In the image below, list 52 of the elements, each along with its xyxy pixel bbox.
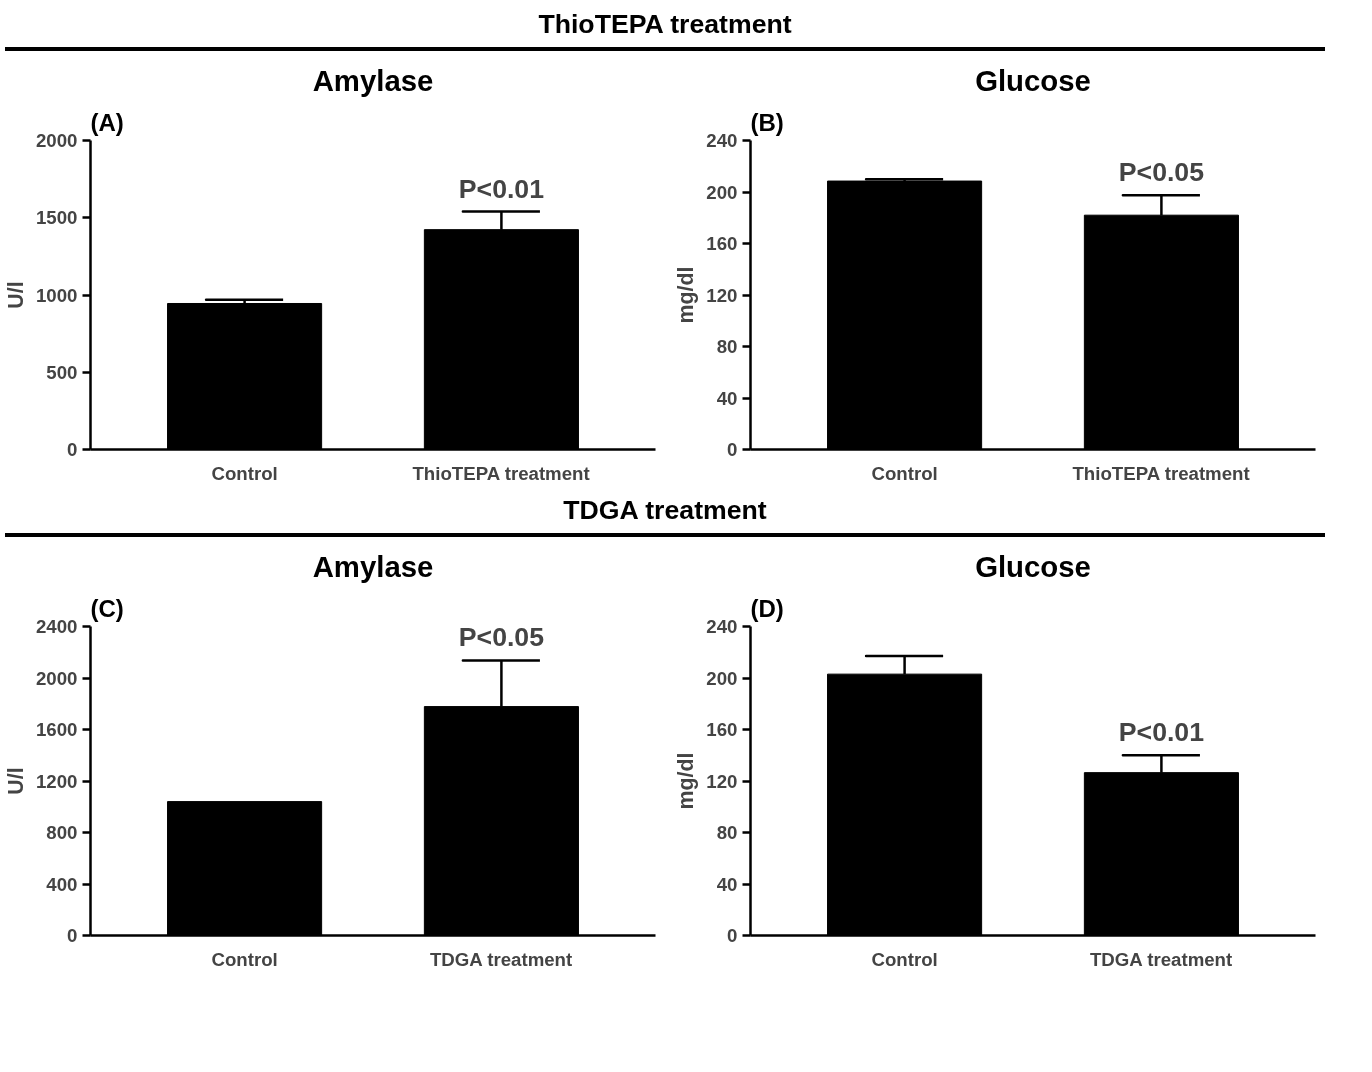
y-tick-label: 200 [706, 667, 738, 689]
y-tick-label: 240 [706, 130, 738, 151]
text: (B) [750, 108, 784, 136]
x-tick-label: TDGA treatment [429, 948, 573, 970]
y-tick-label: 40 [716, 387, 738, 409]
y-tick-label: 80 [716, 336, 738, 357]
y-tick-label: 160 [706, 719, 738, 740]
x-tick-label: ThioTEPA treatment [1072, 462, 1250, 484]
y-tick-label: 0 [67, 439, 78, 460]
chart-title: Amylase [312, 63, 434, 97]
y-tick-label: 40 [716, 873, 738, 895]
y-tick-label: 120 [706, 770, 738, 792]
y-tick-label: 400 [46, 873, 78, 895]
x-tick-label: Control [871, 462, 938, 484]
chart-title: Amylase [312, 549, 434, 583]
y-tick-label: 1200 [36, 770, 78, 792]
chart-title: Glucose [975, 63, 1091, 97]
x-tick-label: TDGA treatment [1089, 948, 1233, 970]
y-axis-title: mg/dl [674, 752, 699, 810]
y-tick-label: 500 [46, 361, 78, 383]
y-tick-label: 2000 [36, 130, 78, 151]
x-tick-label: Control [211, 462, 278, 484]
y-tick-label: 160 [706, 233, 738, 254]
y-tick-label: 1600 [36, 719, 78, 740]
text: (D) [750, 594, 784, 622]
y-tick-label: 240 [706, 616, 738, 637]
annotation: P<0.05 [458, 622, 545, 653]
y-tick-label: 200 [706, 181, 738, 203]
text: ThioTEPA treatment [538, 8, 792, 41]
text: (C) [90, 594, 124, 622]
x-tick-label: ThioTEPA treatment [412, 462, 590, 484]
y-tick-label: 1000 [36, 284, 78, 306]
annotation: P<0.01 [458, 173, 545, 204]
y-tick-label: 1500 [36, 207, 78, 229]
y-tick-label: 0 [727, 925, 738, 946]
y-axis-title: U/l [4, 767, 28, 795]
y-tick-label: 2000 [36, 667, 78, 689]
y-axis-title: U/l [4, 281, 28, 309]
x-tick-label: Control [871, 948, 938, 970]
text: (A) [90, 108, 124, 136]
chart-title: Glucose [975, 549, 1091, 583]
annotation: P<0.01 [1118, 717, 1205, 748]
x-tick-label: Control [211, 948, 278, 970]
y-tick-label: 120 [706, 284, 738, 306]
y-axis-title: mg/dl [674, 266, 699, 324]
y-tick-label: 0 [67, 925, 78, 946]
text: TDGA treatment [563, 494, 767, 527]
y-tick-label: 0 [727, 439, 738, 460]
y-tick-label: 800 [46, 822, 78, 843]
annotation: P<0.05 [1118, 157, 1205, 188]
y-tick-label: 2400 [36, 616, 78, 637]
y-tick-label: 80 [716, 822, 738, 843]
